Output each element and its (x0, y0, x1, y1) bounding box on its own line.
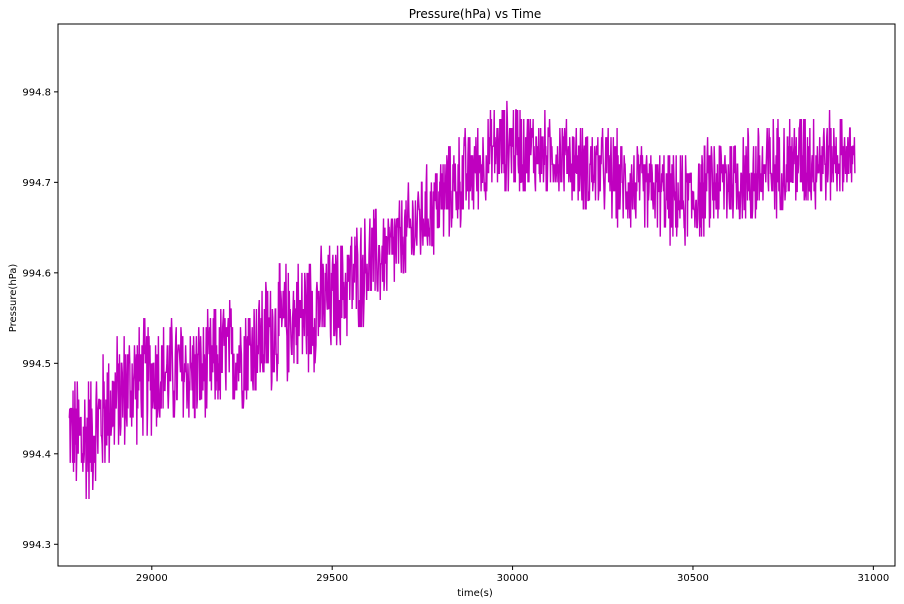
y-tick-label: 994.5 (22, 359, 51, 370)
x-tick-label: 30000 (497, 573, 529, 584)
y-tick-label: 994.4 (22, 449, 51, 460)
x-tick-label: 31000 (857, 573, 889, 584)
x-tick-label: 29000 (136, 573, 168, 584)
x-tick-label: 30500 (677, 573, 709, 584)
pressure-series-line (68, 100, 856, 500)
x-axis-label: time(s) (457, 588, 493, 599)
plot-frame (57, 23, 896, 567)
y-tick-label: 994.8 (22, 87, 51, 98)
y-tick-label: 994.6 (22, 268, 51, 279)
x-tick-label: 29500 (316, 573, 348, 584)
chart-title: Pressure(hPa) vs Time (409, 7, 542, 21)
y-axis-label: Pressure(hPa) (8, 264, 19, 333)
plot-area: 29000 29500 30000 30500 31000 994.3 994.4 994.5… (22, 23, 896, 584)
y-tick-label: 994.3 (22, 540, 51, 551)
y-tick-label: 994.7 (22, 178, 51, 189)
